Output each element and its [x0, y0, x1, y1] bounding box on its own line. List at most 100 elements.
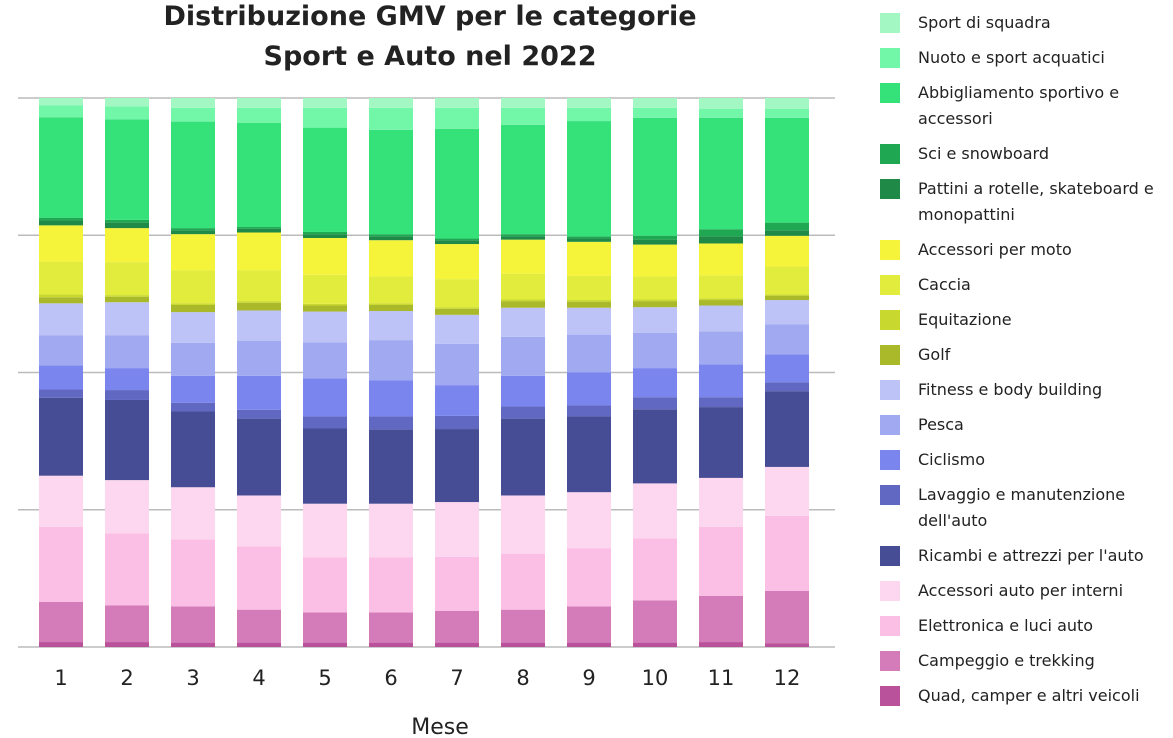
bar-segment: [633, 107, 677, 118]
bar-segment: [501, 98, 545, 108]
legend-item: Pattini a rotelle, skateboard e monopatt…: [880, 176, 1170, 228]
bar-segment: [303, 642, 347, 647]
bar-segment: [171, 312, 215, 343]
bar-segment: [699, 300, 743, 306]
x-tick-label: 10: [642, 666, 669, 690]
bar-segment: [699, 331, 743, 365]
legend-label: Nuoto e sport acquatici: [918, 48, 1105, 67]
bar-segment: [39, 98, 83, 106]
bar-segment: [303, 612, 347, 643]
bar-segment: [435, 314, 479, 344]
bar-segment: [237, 609, 281, 643]
legend-label: Ciclismo: [918, 450, 986, 469]
bar-segment: [237, 228, 281, 233]
bar-segment: [765, 300, 809, 325]
x-tick-label: 8: [516, 666, 529, 690]
legend-item: Nuoto e sport acquatici: [880, 45, 1170, 71]
bar-segment: [765, 98, 809, 109]
bar-segment: [567, 275, 611, 301]
bar-segment: [765, 235, 809, 267]
bar-segment: [765, 230, 809, 236]
legend-item: Campeggio e trekking: [880, 648, 1170, 674]
legend-swatch: [880, 415, 900, 435]
bar-segment: [105, 642, 149, 647]
bar-segment: [567, 301, 611, 308]
bar-segment: [501, 609, 545, 643]
bar-segment: [105, 335, 149, 369]
bar-segment: [105, 228, 149, 263]
bar-segment: [567, 236, 611, 239]
legend-label: Quad, camper e altri veicoli: [918, 686, 1140, 705]
bar-segment: [501, 307, 545, 337]
bar-segment: [765, 591, 809, 644]
bar-segment: [567, 107, 611, 122]
legend-item: Caccia: [880, 272, 1170, 298]
legend-item: Equitazione: [880, 307, 1170, 333]
bar-segment: [501, 124, 545, 235]
bar-segment: [303, 503, 347, 558]
bar-segment: [567, 334, 611, 373]
bar-segment: [435, 502, 479, 557]
bar-segment: [633, 332, 677, 369]
bar-segment: [39, 335, 83, 366]
bar-segment: [105, 533, 149, 606]
bar-segment: [501, 642, 545, 647]
bar-segment: [303, 231, 347, 235]
legend-swatch: [880, 616, 900, 636]
legend-label: Sport di squadra: [918, 13, 1051, 32]
bar-segment: [303, 342, 347, 379]
bar-segment: [633, 98, 677, 108]
bar-segment: [765, 117, 809, 223]
bar-segment: [171, 304, 215, 313]
bar-segment: [699, 98, 743, 109]
legend-label: Equitazione: [918, 310, 1012, 329]
legend-item: Fitness e body building: [880, 377, 1170, 403]
bar-segment: [567, 606, 611, 643]
legend-item: Sci e snowboard: [880, 141, 1170, 167]
bar-segment: [633, 235, 677, 240]
legend-item: Ricambi e attrezzi per l'auto: [880, 543, 1170, 569]
x-tick-label: 9: [582, 666, 595, 690]
bar-segment: [633, 642, 677, 647]
bar-segment: [567, 416, 611, 493]
bar-segment: [699, 477, 743, 527]
legend-label: Sci e snowboard: [918, 144, 1049, 163]
bar-segment: [237, 301, 281, 303]
bar-segment: [699, 305, 743, 332]
bar-segment: [171, 642, 215, 647]
bar-segment: [369, 240, 413, 277]
bar-segment: [303, 237, 347, 275]
x-tick-label: 1: [54, 666, 67, 690]
bar-segment: [39, 397, 83, 476]
legend-item: Abbigliamento sportivo e accessori: [880, 80, 1170, 132]
bar-segment: [237, 495, 281, 547]
bar-segment: [633, 276, 677, 300]
legend-swatch: [880, 48, 900, 68]
legend-item: Lavaggio e manutenzione dell'auto: [880, 482, 1170, 534]
bar-segment: [39, 365, 83, 390]
bar-segment: [501, 375, 545, 407]
bar-segment: [171, 539, 215, 607]
bar-segment: [435, 610, 479, 643]
bar-segment: [369, 276, 413, 304]
bar-segment: [699, 595, 743, 643]
bar-segment: [699, 243, 743, 276]
legend-label: Golf: [918, 345, 951, 364]
bar-segment: [303, 416, 347, 429]
legend-label: Ricambi e attrezzi per l'auto: [918, 546, 1144, 565]
legend-label: Pattini a rotelle, skateboard e monopatt…: [918, 179, 1154, 224]
legend-swatch: [880, 686, 900, 706]
bar-segment: [39, 220, 83, 226]
bar-segment: [699, 275, 743, 299]
x-tick-label: 6: [384, 666, 397, 690]
bar-segment: [39, 117, 83, 218]
bar-segment: [369, 340, 413, 381]
bar-segment: [699, 364, 743, 398]
legend-label: Lavaggio e manutenzione dell'auto: [918, 485, 1126, 530]
legend-label: Caccia: [918, 275, 971, 294]
bar-segment: [435, 128, 479, 239]
bar-segment: [303, 378, 347, 417]
bar-segment: [567, 238, 611, 242]
bar-segment: [105, 262, 149, 296]
bar-segment: [39, 217, 83, 221]
